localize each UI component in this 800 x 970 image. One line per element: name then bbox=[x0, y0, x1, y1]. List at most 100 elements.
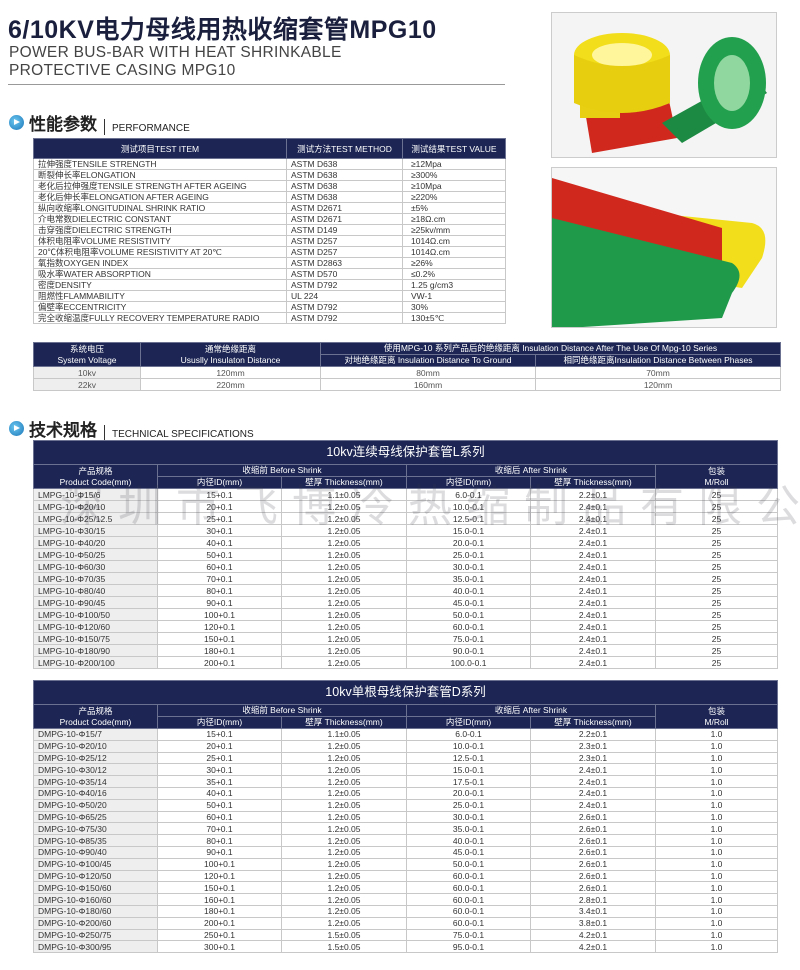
table-cell: DMPG-10-Φ90/40 bbox=[33, 845, 158, 859]
table-cell: ASTM D257 bbox=[286, 246, 403, 258]
header-thick: 壁厚 Thickness(mm) bbox=[530, 716, 656, 729]
table-cell: 40.0-0.1 bbox=[406, 834, 531, 847]
table-cell: ≥10Mpa bbox=[402, 180, 506, 192]
table-cell: 160mm bbox=[320, 378, 536, 391]
page-title: 6/10KV电力母线用热收缩套管MPG10 bbox=[8, 16, 437, 44]
table-row: DMPG-10-Φ100/45 100+0.1 1.2±0.05 50.0-0.1 2.… bbox=[33, 857, 779, 871]
l-series-spec-table: 10kv连续母线保护套管L系列 产品规格 Product Code(mm) 收缩前 B… bbox=[32, 440, 779, 669]
label: Product Code(mm) bbox=[59, 716, 132, 727]
table-cell: 150+0.1 bbox=[157, 881, 282, 895]
table-row: 体积电阻率VOLUME RESISTIVITY ASTM D257 1014Ω.cm bbox=[33, 235, 506, 247]
divider bbox=[8, 84, 505, 85]
title-row: 10kv单根母线保护套管D系列 bbox=[32, 680, 779, 705]
table-cell: LMPG-10-Φ150/75 bbox=[33, 632, 158, 645]
arrow-bullet-icon bbox=[9, 115, 24, 130]
table-cell: 100.0-0.1 bbox=[406, 656, 531, 669]
table-cell: 1.0 bbox=[654, 786, 779, 800]
table-cell: ASTM D257 bbox=[286, 235, 403, 247]
table-cell: 120+0.1 bbox=[157, 869, 282, 883]
table-cell: 1.2±0.05 bbox=[281, 548, 407, 561]
table-cell: 1.2±0.05 bbox=[281, 775, 407, 788]
table-cell: 1.0 bbox=[654, 881, 779, 895]
column-header: 测试结果TEST VALUE bbox=[402, 138, 506, 159]
table-cell: 2.3±0.1 bbox=[530, 751, 656, 765]
table-cell: 1.2±0.05 bbox=[281, 798, 407, 812]
table-cell: 1.0 bbox=[654, 928, 779, 942]
table-cell: 1.2±0.05 bbox=[281, 869, 407, 883]
table-cell: LMPG-10-Φ30/15 bbox=[33, 524, 158, 537]
table-cell: ≥300% bbox=[402, 169, 506, 181]
table-cell: 2.4±0.1 bbox=[530, 596, 656, 609]
table-cell: 1.1±0.05 bbox=[281, 488, 407, 501]
table-cell: 1.0 bbox=[654, 763, 779, 777]
table-cell: 1.0 bbox=[654, 775, 779, 788]
table-cell: 70+0.1 bbox=[157, 572, 282, 585]
section-title-cn: 性能参数 bbox=[29, 115, 97, 134]
table-row: DMPG-10-Φ250/75 250+0.1 1.5±0.05 75.0-0.1 4.… bbox=[33, 928, 779, 942]
section-header-technical: 技术规格 TECHNICAL SPECIFICATIONS bbox=[9, 416, 254, 441]
table-cell: DMPG-10-Φ150/60 bbox=[33, 881, 158, 895]
table-cell: 2.2±0.1 bbox=[530, 488, 656, 501]
table-row: DMPG-10-Φ90/40 90+0.1 1.2±0.05 45.0-0.1 2.6±… bbox=[33, 845, 779, 859]
table-cell: 偏壁率ECCENTRICITY bbox=[33, 301, 287, 313]
table-cell: 2.4±0.1 bbox=[530, 620, 656, 633]
table-cell: ≥220% bbox=[402, 191, 506, 203]
table-cell: ASTM D638 bbox=[286, 180, 403, 192]
table-cell: 1.0 bbox=[654, 904, 779, 918]
table-row: LMPG-10-Φ80/40 80+0.1 1.2±0.05 40.0-0.1 2.4±… bbox=[33, 584, 779, 597]
table-cell: ±5% bbox=[402, 202, 506, 214]
header-packing: 包装 M/Roll bbox=[654, 464, 779, 489]
header-product-code: 产品规格 Product Code(mm) bbox=[33, 464, 158, 489]
table-cell: DMPG-10-Φ120/50 bbox=[33, 869, 158, 883]
table-cell: 1.2±0.05 bbox=[281, 834, 407, 847]
table-cell: 6.0-0.1 bbox=[406, 488, 531, 501]
table-cell: 2.4±0.1 bbox=[530, 524, 656, 537]
table-cell: 200+0.1 bbox=[157, 916, 282, 930]
table-cell: 100+0.1 bbox=[157, 857, 282, 871]
table-cell: DMPG-10-Φ35/14 bbox=[33, 775, 158, 788]
table-cell: 150+0.1 bbox=[157, 632, 282, 645]
table-row: 完全收缩温度FULLY RECOVERY TEMPERATURE RADIO AS… bbox=[33, 312, 506, 324]
table-cell: 1.2±0.05 bbox=[281, 536, 407, 549]
table-cell: 90+0.1 bbox=[157, 845, 282, 859]
table-cell: 60.0-0.1 bbox=[406, 916, 531, 930]
table-cell: 1.2±0.05 bbox=[281, 512, 407, 525]
table-cell: 1.0 bbox=[654, 822, 779, 836]
table-cell: DMPG-10-Φ40/16 bbox=[33, 786, 158, 800]
table-cell: 1.2±0.05 bbox=[281, 810, 407, 824]
table-cell: ASTM D2671 bbox=[286, 213, 403, 225]
table-cell: 25 bbox=[654, 500, 779, 513]
table-cell: 90+0.1 bbox=[157, 596, 282, 609]
separator bbox=[104, 119, 105, 135]
table-cell: 100+0.1 bbox=[157, 608, 282, 621]
table-cell: ASTM D792 bbox=[286, 312, 403, 324]
table-cell: 1014Ω.cm bbox=[402, 246, 506, 258]
table-row: 氧指数OXYGEN INDEX ASTM D2863 ≥26% bbox=[33, 257, 506, 269]
table-title: 10kv单根母线保护套管D系列 bbox=[32, 680, 779, 705]
label: 包装 bbox=[708, 705, 726, 716]
table-row: DMPG-10-Φ120/50 120+0.1 1.2±0.05 60.0-0.1 2.… bbox=[33, 869, 779, 883]
table-cell: 氧指数OXYGEN INDEX bbox=[33, 257, 287, 269]
table-cell: 老化后拉伸强度TENSILE STRENGTH AFTER AGEING bbox=[33, 180, 287, 192]
table-cell: 120mm bbox=[535, 378, 781, 391]
table-cell: 180+0.1 bbox=[157, 644, 282, 657]
table-cell: 体积电阻率VOLUME RESISTIVITY bbox=[33, 235, 287, 247]
table-cell: 2.4±0.1 bbox=[530, 608, 656, 621]
table-row: DMPG-10-Φ160/60 160+0.1 1.2±0.05 60.0-0.1 2.… bbox=[33, 893, 779, 906]
table-cell: 15.0-0.1 bbox=[406, 524, 531, 537]
product-photo-tubes bbox=[551, 167, 777, 328]
table-cell: 1.2±0.05 bbox=[281, 644, 407, 657]
table-cell: LMPG-10-Φ120/60 bbox=[33, 620, 158, 633]
table-cell: 30% bbox=[402, 301, 506, 313]
table-cell: 50.0-0.1 bbox=[406, 857, 531, 871]
table-cell: 2.6±0.1 bbox=[530, 881, 656, 895]
table-cell: 1.2±0.05 bbox=[281, 845, 407, 859]
table-cell: 2.4±0.1 bbox=[530, 536, 656, 549]
table-cell: 1.2±0.05 bbox=[281, 751, 407, 765]
header-row: 内径ID(mm) 壁厚 Thickness(mm) 内径ID(mm) 壁厚 Thick… bbox=[34, 716, 778, 729]
header-to-ground: 对地绝缘距离 Insulation Distance To Ground bbox=[320, 354, 536, 367]
table-cell: 1.2±0.05 bbox=[281, 893, 407, 906]
table-cell: 断裂伸长率ELONGATION bbox=[33, 169, 287, 181]
table-cell: LMPG-10-Φ15/6 bbox=[33, 488, 158, 501]
table-cell: 1.5±0.05 bbox=[281, 940, 407, 954]
